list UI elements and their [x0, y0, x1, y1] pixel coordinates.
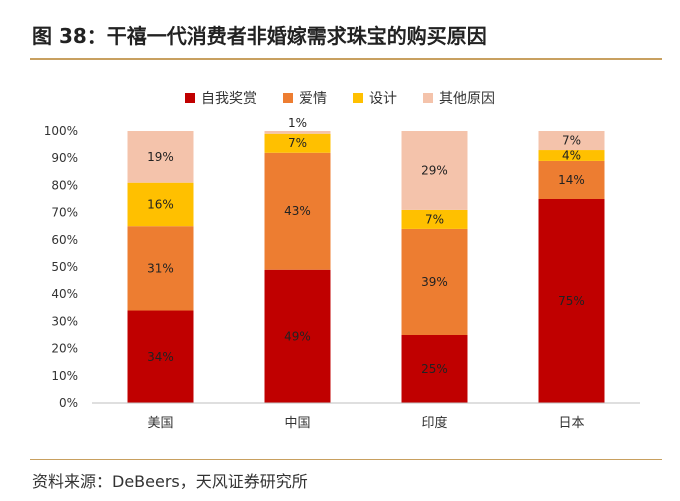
data-label: 19% [147, 150, 174, 164]
bar-segment [401, 335, 468, 403]
bar-segment [538, 199, 605, 403]
bar-segment [127, 226, 194, 311]
legend-item-other: 其他原因 [423, 88, 495, 108]
legend-item-love: 爱情 [283, 88, 327, 108]
data-label: 1% [288, 116, 307, 130]
y-tick-label: 10% [51, 369, 78, 383]
data-label: 16% [147, 197, 174, 211]
bar-segment [538, 150, 605, 161]
bar-segment [264, 133, 331, 153]
data-label: 39% [421, 275, 448, 289]
y-tick-label: 30% [51, 314, 78, 328]
data-label: 7% [288, 136, 307, 150]
bar-segment [127, 182, 194, 227]
legend-swatch [423, 93, 433, 103]
legend-label: 自我奖赏 [201, 91, 257, 107]
data-label: 43% [284, 204, 311, 218]
x-tick-label: 日本 [558, 416, 584, 431]
x-tick-label: 中国 [284, 416, 310, 431]
bar-segment [401, 228, 468, 335]
legend-swatch [353, 93, 363, 103]
y-tick-label: 90% [51, 151, 78, 165]
bar-segment [264, 269, 331, 403]
y-tick-label: 20% [51, 342, 78, 356]
data-label: 34% [147, 350, 174, 364]
bar-segment [401, 209, 468, 229]
data-label: 75% [558, 294, 585, 308]
y-tick-label: 80% [51, 178, 78, 192]
y-tick-label: 100% [44, 124, 78, 138]
x-tick-label: 美国 [147, 416, 173, 431]
data-label: 7% [562, 134, 581, 148]
y-tick-label: 50% [51, 260, 78, 274]
legend-swatch [283, 93, 293, 103]
y-tick-label: 40% [51, 287, 78, 301]
legend-item-design: 设计 [353, 88, 397, 108]
data-label: 29% [421, 163, 448, 177]
y-tick-label: 60% [51, 233, 78, 247]
source-note: 资料来源：DeBeers，天风证券研究所 [32, 472, 308, 491]
bar-segment [538, 160, 605, 199]
data-label: 4% [562, 148, 581, 162]
data-label: 49% [284, 329, 311, 343]
legend-label: 设计 [369, 91, 397, 107]
source-divider [30, 459, 662, 460]
chart-title: 图 38：干禧一代消费者非婚嫁需求珠宝的购买原因 [32, 24, 487, 48]
data-label: 7% [425, 212, 444, 226]
bar-segment [538, 131, 605, 151]
title-divider [30, 58, 662, 60]
bar-segment [127, 310, 194, 403]
chart-legend: 自我奖赏 爱情 设计 其他原因 [0, 88, 680, 108]
data-label: 14% [558, 173, 585, 187]
data-label: 31% [147, 261, 174, 275]
bar-segment [264, 131, 331, 134]
x-tick-label: 印度 [421, 415, 447, 431]
legend-swatch [185, 93, 195, 103]
data-label: 25% [421, 362, 448, 376]
bar-segment [401, 131, 468, 210]
bar-segment [127, 131, 194, 183]
legend-label: 爱情 [299, 91, 327, 107]
y-tick-label: 0% [59, 396, 78, 410]
bar-segment [264, 152, 331, 270]
y-tick-label: 70% [51, 206, 78, 220]
legend-item-self-reward: 自我奖赏 [185, 88, 257, 108]
legend-label: 其他原因 [439, 91, 495, 107]
